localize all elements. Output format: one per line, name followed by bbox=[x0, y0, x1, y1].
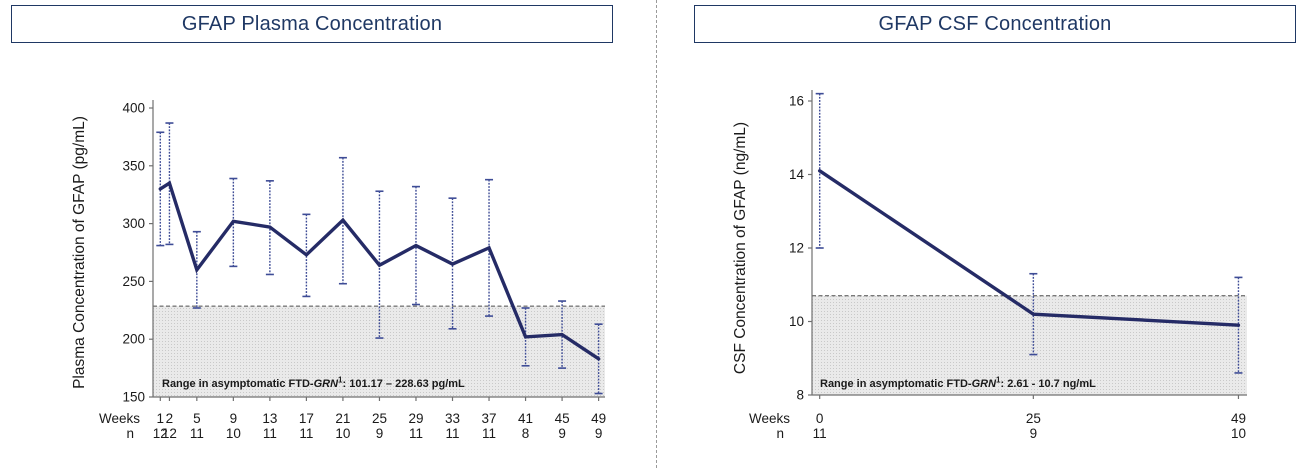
annotation-range-value: : 2.61 - 10.7 ng/mL bbox=[1000, 378, 1096, 390]
plasma-chart-title-box: GFAP Plasma Concentration bbox=[11, 5, 613, 43]
csf-data-line bbox=[817, 169, 1241, 327]
plasma-n-label: 11 bbox=[409, 426, 423, 441]
plasma-y-tick-label: 250 bbox=[122, 274, 145, 289]
csf-week-label: 25 bbox=[1026, 411, 1041, 426]
annotation-text: Range in asymptomatic FTD- bbox=[162, 378, 314, 390]
plasma-n-row-header: n bbox=[126, 426, 134, 441]
plasma-n-label: 12 bbox=[153, 426, 168, 441]
plasma-week-label: 2 bbox=[166, 411, 174, 426]
plasma-n-label: 11 bbox=[299, 426, 313, 441]
csf-n-label: 11 bbox=[813, 426, 827, 441]
plasma-y-axis-title: Plasma Concentration of GFAP (pg/mL) bbox=[71, 116, 88, 389]
annotation-footnote-marker: 1 bbox=[338, 375, 343, 385]
plasma-week-label: 45 bbox=[555, 411, 570, 426]
plasma-data-line bbox=[158, 180, 601, 361]
plasma-week-label: 33 bbox=[445, 411, 460, 426]
csf-n-row-header: n bbox=[776, 426, 784, 441]
plasma-chart-panel: GFAP Plasma Concentration 150 200 250 300 35… bbox=[0, 0, 650, 468]
plasma-n-label: 10 bbox=[335, 426, 350, 441]
csf-y-axis-title: CSF Concentration of GFAP (ng/mL) bbox=[732, 122, 749, 374]
plasma-error-bars bbox=[156, 122, 603, 395]
csf-week-label: 0 bbox=[816, 411, 824, 426]
plasma-y-tick-label: 300 bbox=[122, 216, 145, 231]
plasma-y-tick-label: 150 bbox=[122, 390, 145, 405]
plasma-n-label: 9 bbox=[376, 426, 384, 441]
csf-y-tick-label: 14 bbox=[789, 167, 805, 182]
csf-n-label: 10 bbox=[1231, 426, 1246, 441]
annotation-footnote-marker: 1 bbox=[996, 375, 1001, 385]
plasma-n-label: 9 bbox=[558, 426, 566, 441]
panel-divider-line bbox=[656, 0, 657, 468]
plasma-n-label: 10 bbox=[226, 426, 241, 441]
csf-y-tick-label: 10 bbox=[789, 314, 804, 329]
csf-chart-panel: GFAP CSF Concentration 8 10 12 14 16 0 11 25 9 49… bbox=[650, 0, 1301, 468]
plasma-n-label: 11 bbox=[263, 426, 277, 441]
plasma-y-tick-label: 200 bbox=[122, 332, 145, 347]
csf-week-label: 49 bbox=[1231, 411, 1246, 426]
annotation-gene-name: GRN bbox=[971, 378, 997, 390]
plasma-week-label: 5 bbox=[193, 411, 201, 426]
plasma-y-tick-label: 400 bbox=[122, 101, 145, 116]
plasma-week-label: 41 bbox=[518, 411, 533, 426]
plasma-week-label: 37 bbox=[482, 411, 497, 426]
csf-n-label: 9 bbox=[1030, 426, 1038, 441]
plasma-range-annotation: Range in asymptomatic FTD-GRN1: 101.17 –… bbox=[162, 375, 465, 390]
csf-y-tick-label: 8 bbox=[796, 388, 804, 403]
plasma-asymptomatic-range-band bbox=[153, 306, 605, 397]
plasma-n-label: 9 bbox=[595, 426, 603, 441]
csf-y-tick-label: 12 bbox=[789, 241, 804, 256]
plasma-chart-svg: 1502002503003504001122125119101311171121… bbox=[71, 100, 606, 441]
annotation-range-value: : 101.17 – 228.63 pg/mL bbox=[342, 378, 465, 390]
plasma-week-label: 29 bbox=[408, 411, 423, 426]
plasma-n-label: 11 bbox=[445, 426, 459, 441]
annotation-text: Range in asymptomatic FTD- bbox=[820, 378, 972, 390]
csf-chart-title-box: GFAP CSF Concentration bbox=[694, 5, 1296, 43]
plasma-week-label: 13 bbox=[262, 411, 277, 426]
annotation-gene-name: GRN bbox=[313, 378, 339, 390]
plasma-chart-title: GFAP Plasma Concentration bbox=[181, 12, 443, 35]
csf-weeks-row-header: Weeks bbox=[749, 411, 790, 426]
plasma-n-label: 8 bbox=[522, 426, 530, 441]
plasma-weeks-row-header: Weeks bbox=[99, 411, 140, 426]
plasma-n-label: 12 bbox=[162, 426, 177, 441]
csf-range-annotation: Range in asymptomatic FTD-GRN1: 2.61 - 1… bbox=[820, 375, 1096, 390]
plasma-week-label: 49 bbox=[591, 411, 606, 426]
plasma-y-tick-label: 350 bbox=[122, 158, 145, 173]
csf-chart-title: GFAP CSF Concentration bbox=[878, 12, 1112, 35]
csf-y-tick-label: 16 bbox=[789, 94, 804, 109]
plasma-week-label: 9 bbox=[230, 411, 238, 426]
plasma-week-label: 25 bbox=[372, 411, 387, 426]
plasma-week-label: 21 bbox=[335, 411, 350, 426]
plasma-n-label: 11 bbox=[190, 426, 204, 441]
plasma-week-label: 1 bbox=[157, 411, 165, 426]
plasma-week-label: 17 bbox=[299, 411, 314, 426]
plasma-n-label: 11 bbox=[482, 426, 496, 441]
